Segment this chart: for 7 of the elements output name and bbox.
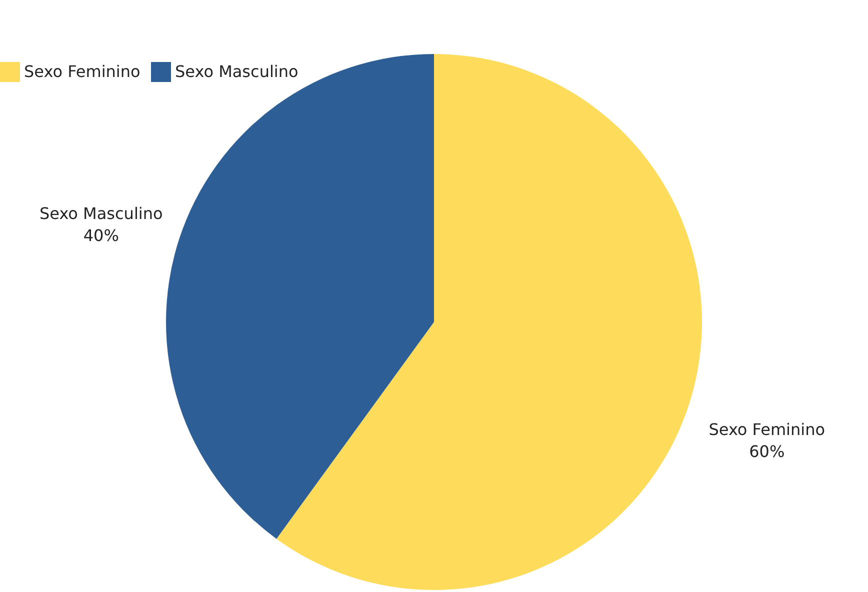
slice-label: Sexo Feminino xyxy=(708,420,826,440)
legend-label: Sexo Feminino xyxy=(24,62,140,81)
slice-label: Sexo Masculino xyxy=(39,204,163,223)
data-label: 40% xyxy=(83,226,119,245)
pie-slice xyxy=(166,54,434,539)
data-label: 60% xyxy=(749,442,785,462)
legend-label: Sexo Masculino xyxy=(175,62,298,81)
